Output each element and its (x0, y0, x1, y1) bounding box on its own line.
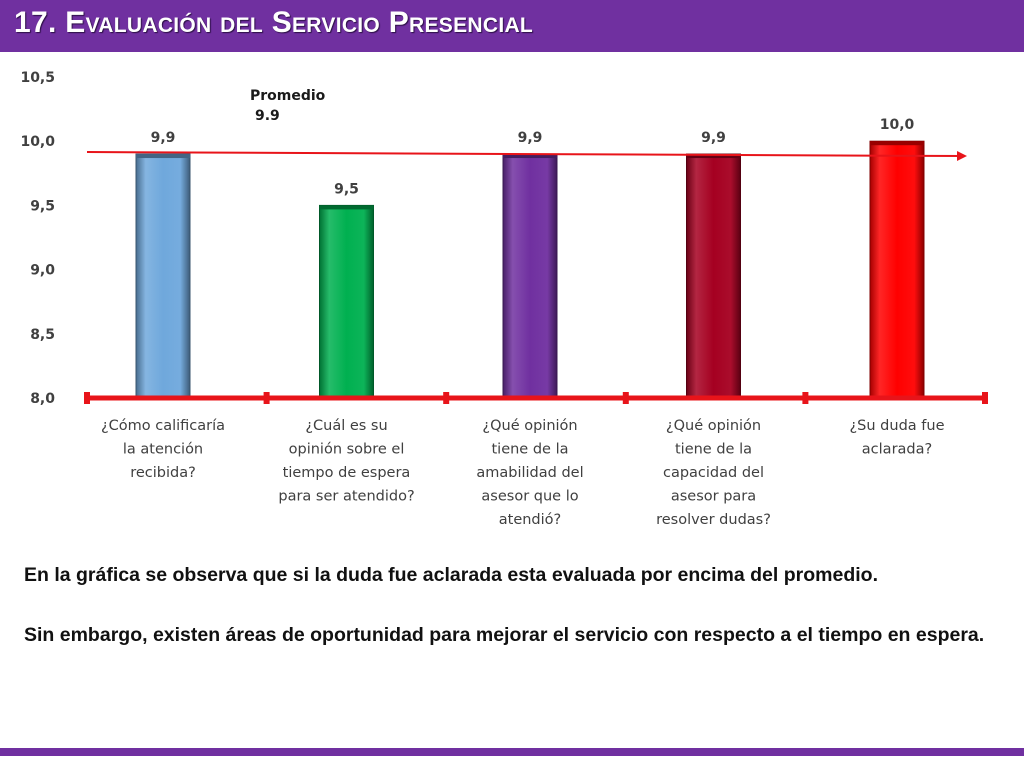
x-category-label: ¿Cuál es su opinión sobre el tiempo de esp… (278, 418, 414, 505)
bar-cap (870, 141, 924, 146)
page-title: 17. Evaluación del Servicio Presencial (14, 6, 534, 39)
bar-cap (319, 205, 374, 210)
x-axis-tick (84, 392, 90, 404)
data-label: 9,9 (518, 130, 543, 146)
y-tick-label: 9,5 (30, 198, 55, 214)
x-category-label-line: tiene de la (675, 442, 752, 458)
data-label: 9,5 (334, 181, 359, 197)
x-category-label: ¿Cómo calificaría la atención recibida? (101, 418, 225, 481)
opportunity-paragraph: Sin embargo, existen áreas de oportunida… (24, 624, 985, 646)
bar (135, 153, 191, 399)
average-label-line: 9.9 (255, 108, 280, 124)
y-tick-label: 8,5 (30, 327, 55, 343)
bar (502, 153, 558, 399)
bar-cap (136, 154, 190, 159)
y-tick-label: 8,0 (30, 391, 55, 407)
bar (686, 153, 741, 399)
x-axis-tick (443, 392, 450, 404)
x-category-label-line: la atención (123, 442, 203, 458)
x-category-label-line: ¿Cómo calificaría (101, 418, 225, 434)
x-axis-tick (982, 392, 988, 404)
x-category-label-line: ¿Qué opinión (482, 418, 577, 434)
x-category-label-line: tiene de la (491, 442, 568, 458)
chart-svg: 10,5 10,0 9,5 9,0 8,5 8,0 9,9 9,5 9,9 9,9 10,0 ¿Cóm… (20, 70, 988, 528)
data-label: 9,9 (701, 130, 726, 146)
bar-cap (686, 154, 741, 159)
x-category-label-line: resolver dudas? (656, 512, 771, 528)
y-tick-label: 10,5 (20, 70, 55, 86)
x-category-label-line: atendió? (499, 512, 561, 528)
bar (869, 140, 925, 399)
bar (319, 204, 374, 399)
x-category-label: ¿Qué opinión tiene de la amabilidad del ase… (476, 418, 583, 528)
x-category-label-line: ¿Qué opinión (666, 418, 761, 434)
x-category-label-line: capacidad del (663, 465, 764, 481)
x-category-label-line: tiempo de espera (283, 465, 411, 481)
x-category-label-line: opinión sobre el (289, 442, 405, 458)
footer-bar (0, 748, 1024, 756)
x-axis-tick (802, 392, 809, 404)
x-category-label-line: recibida? (130, 465, 196, 481)
bar-chart: 10,5 10,0 9,5 9,0 8,5 8,0 9,9 9,5 9,9 9,9 10,0 ¿Cóm… (0, 60, 1024, 540)
x-category-label-line: ¿Su duda fue (849, 418, 944, 434)
x-axis-tick (263, 392, 270, 404)
x-axis-tick (622, 392, 629, 404)
x-category-label-line: amabilidad del (476, 465, 583, 481)
average-label: Promedio 9.9 (250, 88, 326, 124)
average-line (86, 151, 967, 162)
x-category-label-line: para ser atendido? (278, 489, 414, 505)
y-tick-label: 10,0 (20, 134, 55, 150)
data-label: 9,9 (151, 130, 176, 146)
average-label-line: Promedio (250, 88, 326, 104)
y-tick-label: 9,0 (30, 263, 55, 279)
x-category-label-line: asesor para (671, 489, 756, 505)
x-category-label-line: ¿Cuál es su (305, 418, 387, 434)
x-category-label-line: asesor que lo (481, 489, 578, 505)
x-category-label: ¿Su duda fue aclarada? (849, 418, 944, 458)
summary-paragraph: En la gráfica se observa que si la duda … (24, 564, 878, 586)
bar-cap (503, 154, 557, 159)
x-category-label: ¿Qué opinión tiene de la capacidad del ases… (656, 418, 771, 528)
data-label: 10,0 (880, 117, 915, 133)
x-category-label-line: aclarada? (862, 442, 932, 458)
header-bar: 17. Evaluación del Servicio Presencial (0, 0, 1024, 52)
